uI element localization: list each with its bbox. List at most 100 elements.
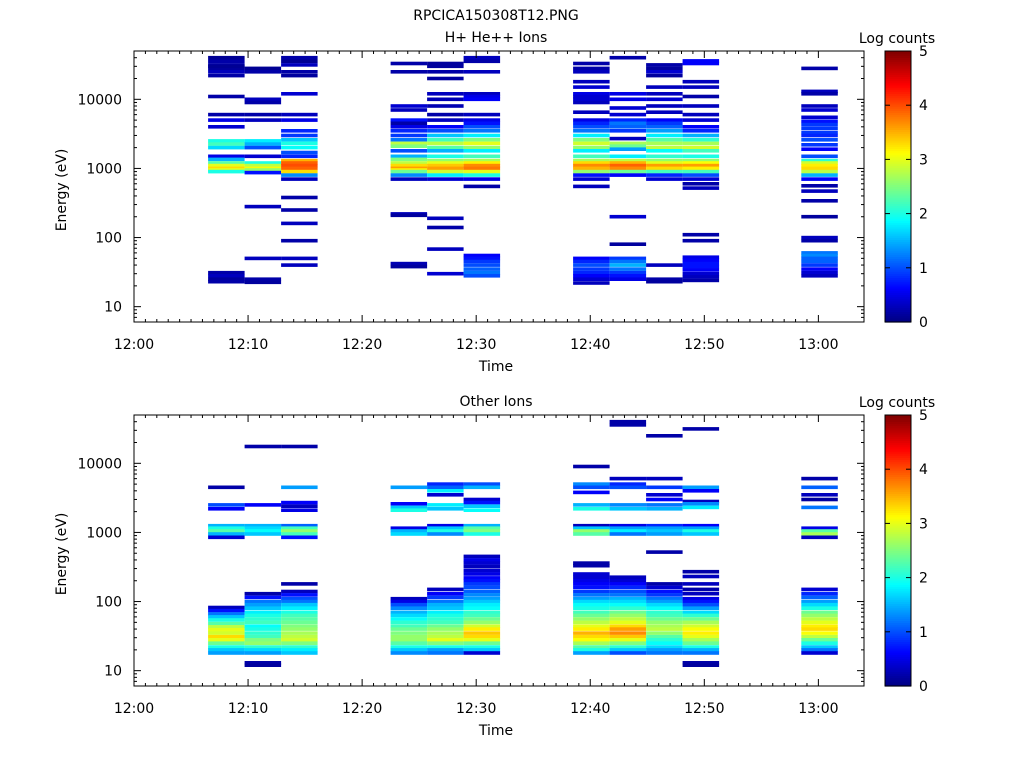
heatmap-cell [281, 485, 318, 490]
heatmap-cell [646, 141, 683, 146]
heatmap-cell [801, 648, 838, 652]
heatmap-cell [609, 419, 647, 424]
heatmap-cell [390, 631, 428, 635]
heatmap-cell [801, 158, 838, 163]
heatmap-cell [281, 599, 318, 604]
heatmap-cell [427, 624, 464, 628]
heatmap-cell [281, 508, 318, 512]
heatmap-cell [427, 138, 464, 142]
heatmap-cell [609, 118, 647, 122]
heatmap-cell [646, 620, 683, 625]
heatmap-cell [281, 173, 318, 177]
colorbar-swatch [885, 537, 911, 541]
heatmap-cell [573, 617, 610, 621]
heatmap-cell [463, 118, 501, 122]
heatmap-cell [609, 158, 647, 163]
heatmap-cell [646, 129, 683, 133]
heatmap-cell [208, 270, 245, 275]
heatmap-cell [463, 270, 501, 275]
heatmap-cell [682, 173, 720, 177]
heatmap-cell [427, 638, 464, 642]
heatmap-cell [682, 651, 720, 655]
colorbar-swatch [885, 313, 911, 317]
heatmap-cell [646, 624, 683, 628]
heatmap-cell [646, 497, 683, 502]
heatmap-cell [427, 145, 464, 150]
colorbar-swatch [885, 575, 911, 579]
heatmap-cell [801, 631, 838, 635]
heatmap-cell [281, 141, 318, 146]
heatmap-cell [390, 606, 428, 610]
heatmap-cell [390, 133, 428, 138]
colorbar-swatch [885, 309, 911, 313]
heatmap-cell [208, 615, 245, 619]
heatmap-cell [281, 161, 318, 165]
colorbar-swatch [885, 605, 911, 609]
heatmap-cell [244, 638, 282, 642]
heatmap-cell [281, 158, 318, 163]
heatmap-cell [609, 476, 647, 481]
heatmap-cell [646, 485, 683, 490]
heatmap-cell [609, 267, 647, 271]
colorbar-swatch [885, 546, 911, 549]
x-tick-label: 12:50 [684, 337, 724, 353]
heatmap-cell [646, 169, 683, 174]
heatmap-cell [463, 145, 501, 150]
heatmap-cell [646, 593, 683, 597]
colorbar-swatch [885, 55, 911, 58]
heatmap-cell [244, 100, 282, 105]
heatmap-cell [427, 70, 464, 74]
colorbar-swatch [885, 211, 911, 215]
colorbar-swatch [885, 423, 911, 427]
heatmap-cell [573, 485, 610, 490]
colorbar-swatch [885, 620, 911, 624]
heatmap-cell [390, 602, 428, 607]
heatmap-cell [646, 631, 683, 635]
heatmap-cell [682, 489, 720, 493]
heatmap-cell [609, 270, 647, 275]
heatmap-cell [427, 489, 464, 493]
heatmap-cell [244, 118, 282, 122]
heatmap-cell [244, 613, 282, 618]
colorbar-label: Log counts [859, 31, 935, 47]
colorbar-swatch [885, 114, 911, 118]
colorbar-swatch [885, 470, 911, 473]
heatmap-cell [463, 617, 501, 621]
colorbar-swatch [885, 628, 911, 632]
heatmap-cell [682, 133, 720, 138]
heatmap-cell [646, 166, 683, 171]
heatmap-cell [609, 129, 647, 133]
heatmap-cell [281, 70, 318, 74]
colorbar-swatch [885, 135, 911, 139]
colorbar-swatch [885, 260, 911, 264]
colorbar-swatch [885, 558, 911, 562]
heatmap-cell [244, 204, 282, 209]
heatmap-cell [801, 529, 838, 533]
colorbar-swatch [885, 588, 911, 592]
heatmap-cell [646, 63, 683, 67]
colorbar-swatch [885, 264, 911, 268]
heatmap-cell [609, 161, 647, 165]
heatmap-cell [801, 108, 838, 112]
colorbar-swatch [885, 205, 911, 209]
heatmap-cell [682, 641, 720, 645]
heatmap-cell [463, 578, 501, 583]
heatmap-cell [208, 532, 245, 536]
colorbar-swatch [885, 165, 911, 169]
colorbar-swatch [885, 522, 911, 526]
panel-other-ions: Other Ions 12:00 12:10 12:20 12:30 12:40 12:5… [54, 394, 935, 739]
heatmap-cell [390, 213, 428, 218]
x-tick-label: 12:40 [570, 701, 610, 717]
heatmap-cell [682, 596, 720, 601]
heatmap-cell [801, 497, 838, 502]
heatmap-cell [801, 251, 838, 255]
heatmap-cell [244, 663, 282, 667]
heatmap-cell [682, 610, 720, 615]
heatmap-cell [573, 66, 610, 71]
colorbar-swatch [885, 277, 911, 281]
colorbar-swatch [885, 455, 911, 458]
heatmap-cell [427, 634, 464, 639]
colorbar-tick-label: 3 [919, 516, 928, 532]
colorbar-swatch [885, 491, 911, 494]
heatmap-cell [609, 593, 647, 597]
